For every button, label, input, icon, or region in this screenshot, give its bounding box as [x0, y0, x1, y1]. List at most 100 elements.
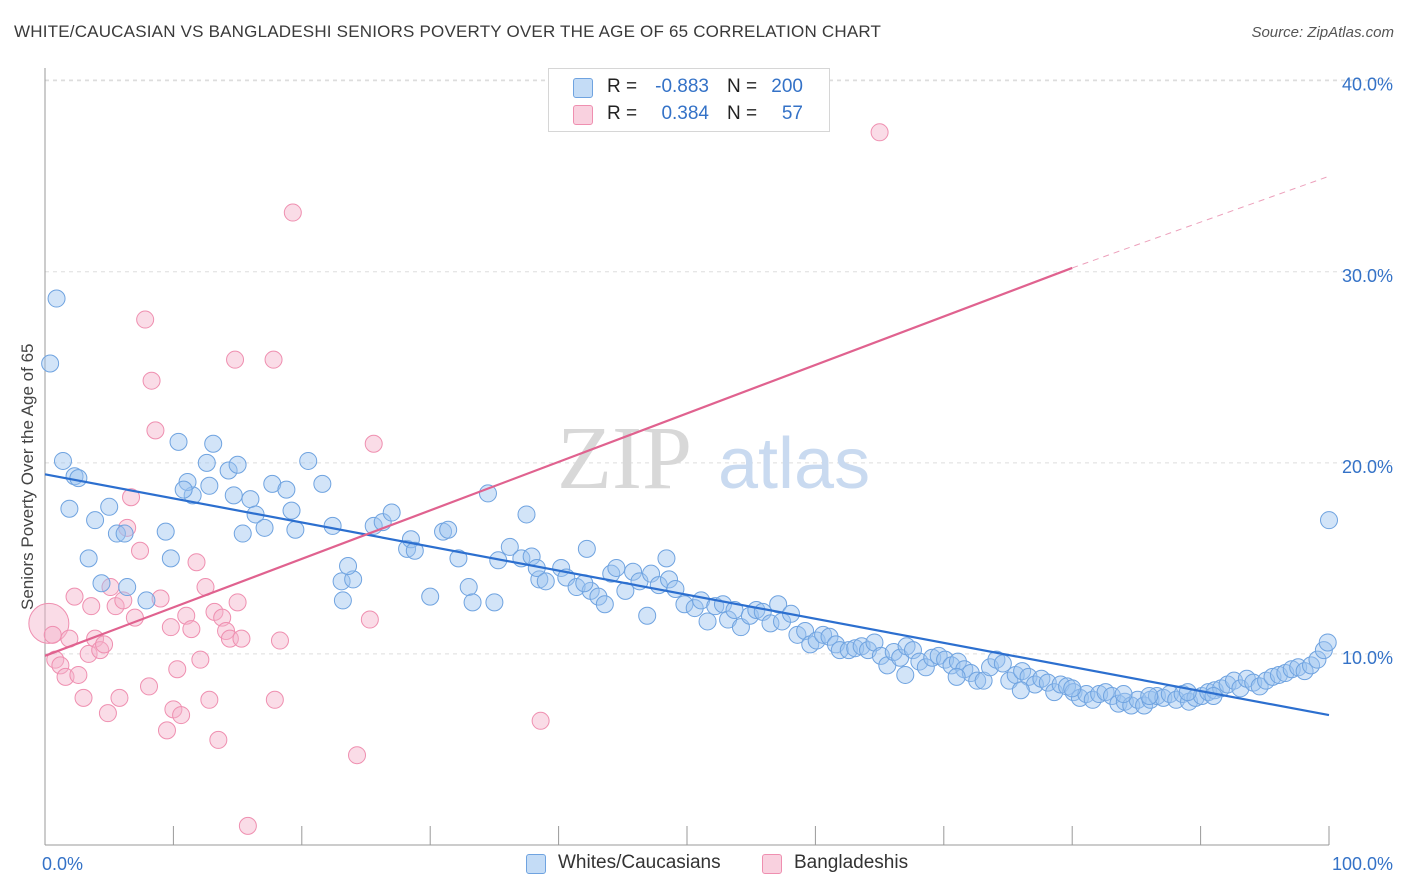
white-point: [92, 574, 111, 593]
white-point: [219, 461, 238, 480]
white-point: [344, 570, 363, 589]
bangladeshi-point: [213, 608, 232, 627]
n-label: N =: [727, 76, 758, 97]
bangladeshi-trend-extension: [1072, 175, 1330, 269]
bangladeshi-point: [531, 711, 550, 730]
legend-label: Whites/Caucasians: [558, 852, 721, 873]
white-point: [333, 591, 352, 610]
white-point: [530, 570, 549, 589]
white-point: [421, 587, 440, 606]
white-point: [224, 486, 243, 505]
n-label: N =: [727, 103, 758, 124]
bangladeshi-point: [74, 688, 93, 707]
bangladeshi-trend-line: [44, 266, 1073, 657]
bangladeshi-point: [136, 310, 155, 329]
bangladeshi-point: [265, 690, 284, 709]
white-point: [589, 587, 608, 606]
r-label: R =: [607, 76, 638, 97]
white-point: [1011, 681, 1030, 700]
white-point: [1318, 633, 1337, 652]
white-point: [660, 570, 679, 589]
white-point: [706, 597, 725, 616]
bangladeshi-point: [142, 371, 161, 390]
white-point: [115, 524, 134, 543]
white-point: [595, 595, 614, 614]
bangladeshi-point: [161, 618, 180, 637]
white-point: [255, 518, 274, 537]
white-point: [916, 658, 935, 677]
bangladeshi-point: [264, 350, 283, 369]
white-point: [577, 539, 596, 558]
bangladeshi-point: [870, 123, 889, 142]
source-label: Source: ZipAtlas.com: [1251, 24, 1394, 41]
white-point: [607, 558, 626, 577]
white-point: [675, 595, 694, 614]
white-point: [241, 490, 260, 509]
white-point: [156, 522, 175, 541]
legend-label: Bangladeshis: [794, 852, 909, 873]
bangladeshi-point: [232, 629, 251, 648]
white-point: [463, 593, 482, 612]
white-point: [339, 557, 358, 576]
bangladeshi-point: [151, 589, 170, 608]
white-point: [137, 591, 156, 610]
white-point: [299, 451, 318, 470]
white-point: [183, 486, 202, 505]
white-point: [1063, 679, 1082, 698]
white-point: [405, 541, 424, 560]
y-tick-label: 20.0%: [1342, 457, 1393, 477]
white-point: [761, 614, 780, 633]
bangladeshi-point: [114, 591, 133, 610]
white-point: [107, 524, 126, 543]
white-point: [53, 451, 72, 470]
bangladeshi-point: [146, 421, 165, 440]
white-point: [41, 354, 60, 373]
bangladeshi-point: [348, 746, 367, 765]
white-point: [204, 434, 223, 453]
bangladeshi-point: [283, 203, 302, 222]
white-point: [948, 652, 967, 671]
bangladeshi-point: [364, 434, 383, 453]
bangladeshi-point: [131, 541, 150, 560]
bangladeshi-point: [82, 597, 101, 616]
square-swatch-icon: [573, 78, 593, 98]
bangladeshi-point: [182, 620, 201, 639]
white-point: [197, 453, 216, 472]
watermark-atlas: atlas: [718, 424, 870, 504]
white-point: [685, 599, 704, 618]
bangladeshi-point: [226, 350, 245, 369]
bangladeshi-point: [110, 688, 129, 707]
bangladeshi-point: [65, 587, 84, 606]
white-point: [624, 562, 643, 581]
square-swatch-icon: [526, 854, 546, 874]
n-value: 57: [781, 103, 803, 124]
white-point: [439, 520, 458, 539]
bangladeshi-point: [43, 625, 62, 644]
white-trend-line: [44, 473, 1330, 717]
bangladeshi-point: [209, 730, 228, 749]
white-point: [1178, 683, 1197, 702]
white-point: [517, 505, 536, 524]
white-point: [100, 497, 119, 516]
white-point: [47, 289, 66, 308]
bangladeshi-point: [168, 660, 187, 679]
watermark: ZIP atlas: [557, 409, 870, 508]
tick-labels: 10.0% 20.0% 30.0% 40.0% 0.0% 100.0%: [42, 75, 1393, 874]
bangladeshi-point: [69, 665, 88, 684]
white-point: [657, 549, 676, 568]
series-legend: Whites/Caucasians Bangladeshis: [0, 852, 1406, 876]
y-axis-label: Seniors Poverty Over the Age of 65: [18, 343, 37, 610]
n-value: 200: [771, 76, 803, 97]
white-point: [233, 524, 252, 543]
white-point: [1140, 686, 1159, 705]
bangladeshi-point: [177, 606, 196, 625]
white-point: [459, 578, 478, 597]
bangladeshi-point: [238, 816, 257, 835]
white-point: [277, 480, 296, 499]
legend-row-bangladeshis: R = 0.384 N = 57: [549, 101, 829, 127]
correlation-legend: R = -0.883 N = 200 R = 0.384 N = 57: [548, 68, 830, 132]
white-point: [796, 622, 815, 640]
square-swatch-icon: [573, 105, 593, 125]
bangladeshi-point: [172, 706, 191, 725]
white-point: [638, 606, 657, 625]
